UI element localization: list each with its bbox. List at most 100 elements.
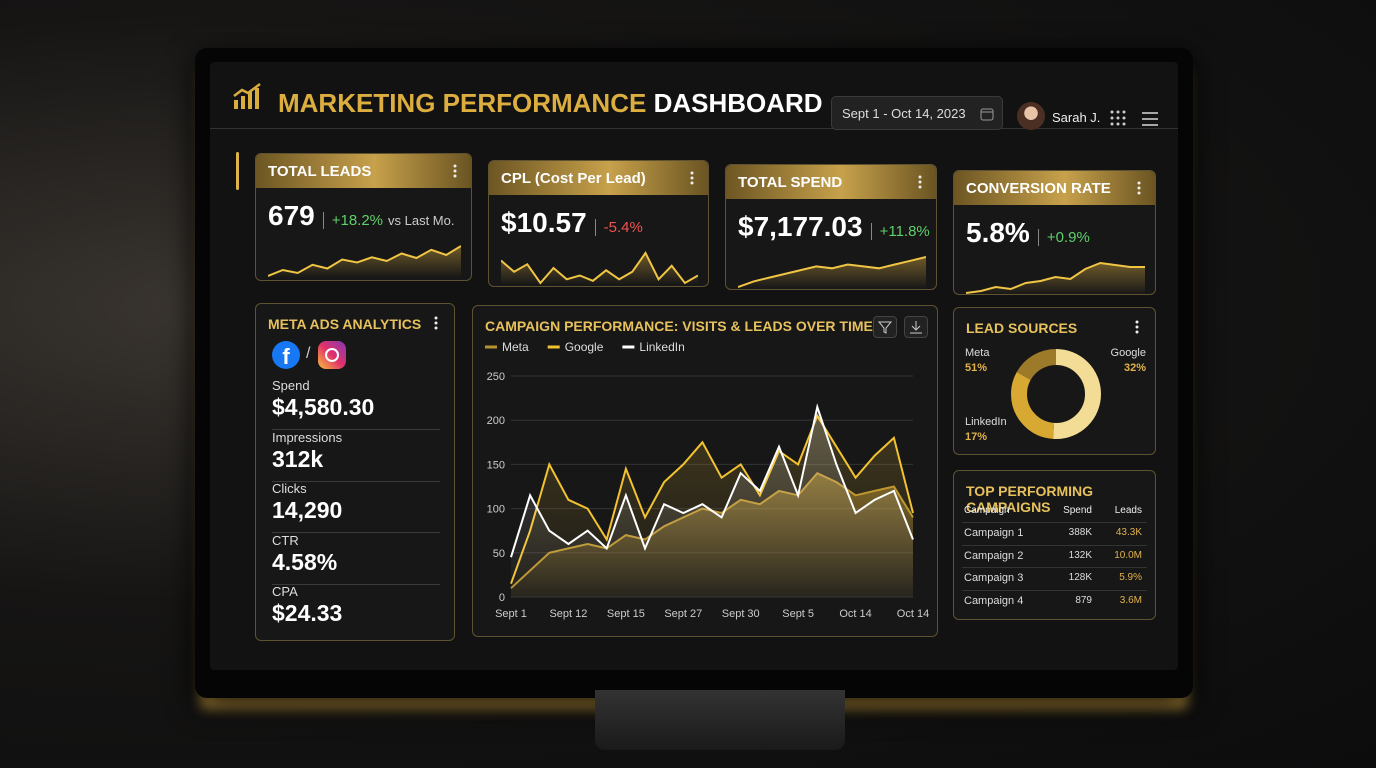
x-tick-label: Sept 30 — [722, 608, 760, 620]
row-divider — [962, 522, 1147, 523]
y-tick-label: 150 — [487, 459, 505, 471]
series-fill — [511, 406, 913, 597]
date-picker[interactable]: Sept 1 - Oct 14, 2023 — [831, 96, 1003, 130]
row-divider — [962, 567, 1147, 568]
metric-value: 14,290 — [272, 497, 343, 523]
kpi-value: 5.8% +0.9% — [966, 217, 1090, 249]
sparkline-area — [738, 257, 926, 289]
metric-label: Clicks — [272, 481, 307, 496]
sparkline — [268, 245, 461, 278]
table-cell: Campaign 4 — [964, 594, 1024, 607]
campaigns-title: TOP PERFORMING CAMPAIGNS — [966, 483, 1094, 515]
title: MARKETING PERFORMANCE DASHBOARD — [278, 88, 823, 119]
kpi-number: 5.8% — [966, 217, 1030, 248]
apps-icon[interactable] — [1110, 110, 1126, 126]
instagram-icon — [318, 341, 346, 369]
dot — [1135, 320, 1139, 324]
kpi-header: TOTAL SPEND — [726, 165, 936, 199]
source-value: 51% — [965, 362, 987, 374]
kpi-value: 679 +18.2% vs Last Mo. — [268, 200, 454, 232]
lead-sources-title: LEAD SOURCES — [966, 320, 1078, 336]
x-tick-label: Oct 14 — [897, 608, 929, 620]
metric-label: CTR — [272, 532, 299, 548]
kpi-value: $7,177.03 +11.8% — [738, 211, 930, 243]
table-cell: 879 — [1075, 594, 1092, 606]
dot — [434, 321, 438, 325]
row-divider — [962, 589, 1147, 591]
metric-value: 312k — [272, 445, 324, 472]
kpi-card: CONVERSION RATE 5.8% +0.9% — [953, 170, 1156, 295]
x-tick-label: Sept 12 — [549, 608, 587, 620]
more-icon[interactable] — [1135, 320, 1139, 334]
metric-row: Impressions 312k — [272, 430, 440, 482]
dot — [453, 174, 457, 178]
metric-row: Spend $4,580.30 — [272, 378, 440, 430]
header-divider — [210, 128, 1178, 129]
donut-segment — [1011, 349, 1101, 439]
calendar-icon — [980, 108, 994, 121]
more-icon[interactable] — [434, 316, 438, 330]
x-tick-label: Sept 15 — [607, 608, 645, 620]
column-header: Spend — [1063, 505, 1092, 516]
table-cell: 132K — [1068, 549, 1092, 561]
dot — [434, 326, 438, 330]
table-cell: 5.9% — [1119, 572, 1142, 583]
metric-row: CTR 4.58% — [272, 533, 440, 585]
more-icon[interactable] — [690, 171, 694, 185]
kpi-card: TOTAL SPEND $7,177.03 +11.8% — [725, 164, 937, 290]
download-button[interactable] — [904, 316, 928, 338]
donut-chart: Meta 51% Google 32% LinkedIn 17% — [965, 347, 1146, 443]
metric-row: Clicks 14,290 — [272, 481, 440, 533]
dot — [1137, 181, 1141, 185]
table-cell: 388K — [1068, 527, 1092, 538]
dot — [1135, 325, 1139, 329]
kpi-number: 679 — [268, 200, 315, 231]
campaign-chart-card: CAMPAIGN PERFORMANCE: VISITS & LEADS OVE… — [472, 305, 938, 637]
meta-ads-card: META ADS ANALYTICS f / Spend $4,580.30 Imp… — [255, 303, 455, 641]
avatar[interactable] — [1017, 102, 1045, 130]
title-white: DASHBOARD — [653, 88, 823, 118]
kpi-number: $10.57 — [501, 207, 587, 238]
nav-indicator — [236, 152, 239, 190]
kpi-label: CONVERSION RATE — [966, 180, 1111, 197]
x-tick-label: Sept 1 — [495, 608, 527, 620]
more-icon[interactable] — [1137, 181, 1141, 195]
row-divider — [962, 544, 1147, 546]
lead-sources-card: LEAD SOURCES Meta 51% Google 32% LinkedIn 17% — [953, 307, 1156, 455]
sparkline-line — [966, 261, 1145, 294]
filter-button[interactable] — [873, 316, 897, 338]
dot — [453, 169, 457, 173]
more-icon[interactable] — [453, 164, 457, 178]
table-cell: Campaign 1 — [964, 527, 1024, 539]
menu-icon[interactable] — [1142, 112, 1158, 126]
kpi-header: CONVERSION RATE — [954, 171, 1155, 205]
metric-value: 4.58% — [272, 548, 338, 575]
y-tick-label: 50 — [493, 548, 505, 560]
table-cell: 10.0M — [1114, 549, 1142, 561]
separator: / — [306, 345, 311, 362]
dot — [918, 185, 922, 189]
dot — [918, 180, 922, 184]
table-cell: 3.6M — [1119, 594, 1142, 606]
table-cell: 128K — [1068, 572, 1092, 583]
more-icon[interactable] — [918, 175, 922, 189]
logo-icon — [233, 83, 261, 109]
y-tick-label: 250 — [487, 371, 505, 383]
kpi-value: $10.57 -5.4% — [501, 207, 643, 239]
title-gold: MARKETING PERFORMANCE — [278, 88, 647, 118]
dot — [1135, 330, 1139, 334]
kpi-label: CPL (Cost Per Lead) — [501, 170, 646, 187]
sparkline-area — [268, 246, 461, 278]
kpi-change: +18.2% — [322, 212, 384, 229]
kpi-change: -5.4% — [594, 219, 643, 236]
dot — [1137, 186, 1141, 190]
metric-row: CPA $24.33 — [272, 584, 440, 636]
legend-label: LinkedIn — [639, 340, 684, 354]
dot — [690, 176, 694, 180]
sparkline-area — [966, 263, 1145, 294]
table-cell: Campaign 2 — [964, 549, 1024, 562]
source-label: Google — [1111, 347, 1146, 359]
campaigns-card: TOP PERFORMING CAMPAIGNS Campaign Spend Le… — [953, 470, 1156, 620]
kpi-change: +11.8% — [870, 223, 930, 240]
dot — [434, 316, 438, 320]
